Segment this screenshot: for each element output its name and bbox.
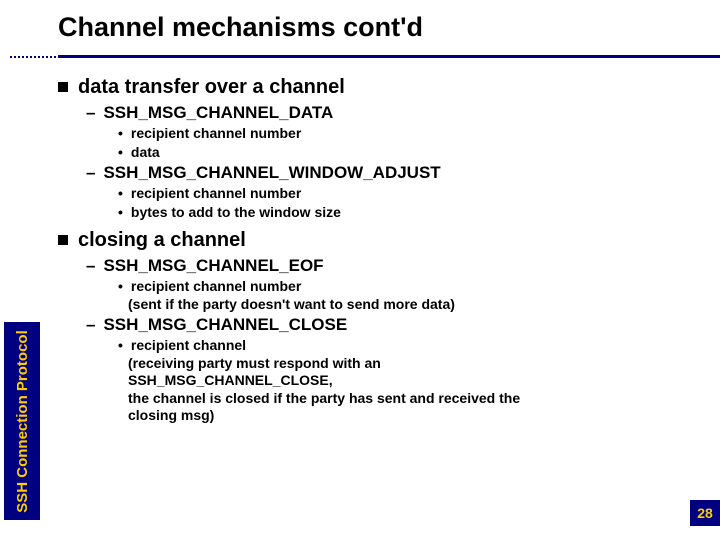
- header: Channel mechanisms cont'd: [58, 12, 700, 43]
- slide-title: Channel mechanisms cont'd: [58, 12, 700, 43]
- sub-item: –SSH_MSG_CHANNEL_EOF: [86, 256, 690, 276]
- dot-icon: •: [118, 204, 123, 220]
- dot-item: • data: [118, 144, 690, 162]
- dot-item-text: recipient channel number: [131, 278, 301, 294]
- dot-item-text: data: [131, 144, 160, 160]
- dash-icon: –: [86, 103, 95, 122]
- sub-item-label: SSH_MSG_CHANNEL_CLOSE: [103, 315, 347, 334]
- page-number: 28: [690, 500, 720, 526]
- dot-icon: •: [118, 337, 123, 353]
- dot-item: • recipient channel number: [118, 278, 690, 296]
- dot-item: • recipient channel number: [118, 125, 690, 143]
- section-heading: closing a channel: [58, 229, 690, 252]
- sub-item-label: SSH_MSG_CHANNEL_EOF: [103, 256, 323, 275]
- dash-icon: –: [86, 256, 95, 275]
- dot-item: • recipient channel: [118, 337, 690, 355]
- dot-item-note: (receiving party must respond with an SS…: [128, 355, 690, 425]
- section-heading: data transfer over a channel: [58, 76, 690, 99]
- dash-icon: –: [86, 315, 95, 334]
- dot-item-text: recipient channel number: [131, 185, 301, 201]
- dot-icon: •: [118, 144, 123, 160]
- page-number-text: 28: [697, 505, 713, 521]
- dot-icon: •: [118, 185, 123, 201]
- rule-dotted: [10, 56, 56, 58]
- square-bullet-icon: [58, 82, 68, 92]
- dot-item-text: bytes to add to the window size: [131, 204, 341, 220]
- dot-item-text: recipient channel number: [131, 125, 301, 141]
- content: data transfer over a channel –SSH_MSG_CH…: [58, 74, 690, 425]
- sidebar: SSH Connection Protocol: [4, 322, 40, 520]
- sidebar-label: SSH Connection Protocol: [14, 330, 31, 513]
- sub-item-label: SSH_MSG_CHANNEL_DATA: [103, 103, 333, 122]
- dot-item: • bytes to add to the window size: [118, 204, 690, 222]
- dot-icon: •: [118, 278, 123, 294]
- sub-item: –SSH_MSG_CHANNEL_CLOSE: [86, 315, 690, 335]
- dot-item: • recipient channel number: [118, 185, 690, 203]
- section-heading-text: closing a channel: [78, 229, 246, 251]
- square-bullet-icon: [58, 235, 68, 245]
- slide: { "colors": { "brand": "#000080", "accen…: [0, 0, 720, 540]
- dash-icon: –: [86, 163, 95, 182]
- dot-item-text: recipient channel: [131, 337, 246, 353]
- sub-item-label: SSH_MSG_CHANNEL_WINDOW_ADJUST: [103, 163, 440, 182]
- sub-item: –SSH_MSG_CHANNEL_DATA: [86, 103, 690, 123]
- rule-solid: [58, 55, 720, 58]
- section-heading-text: data transfer over a channel: [78, 76, 345, 98]
- dot-item-note: (sent if the party doesn't want to send …: [128, 296, 690, 314]
- sub-item: –SSH_MSG_CHANNEL_WINDOW_ADJUST: [86, 163, 690, 183]
- dot-icon: •: [118, 125, 123, 141]
